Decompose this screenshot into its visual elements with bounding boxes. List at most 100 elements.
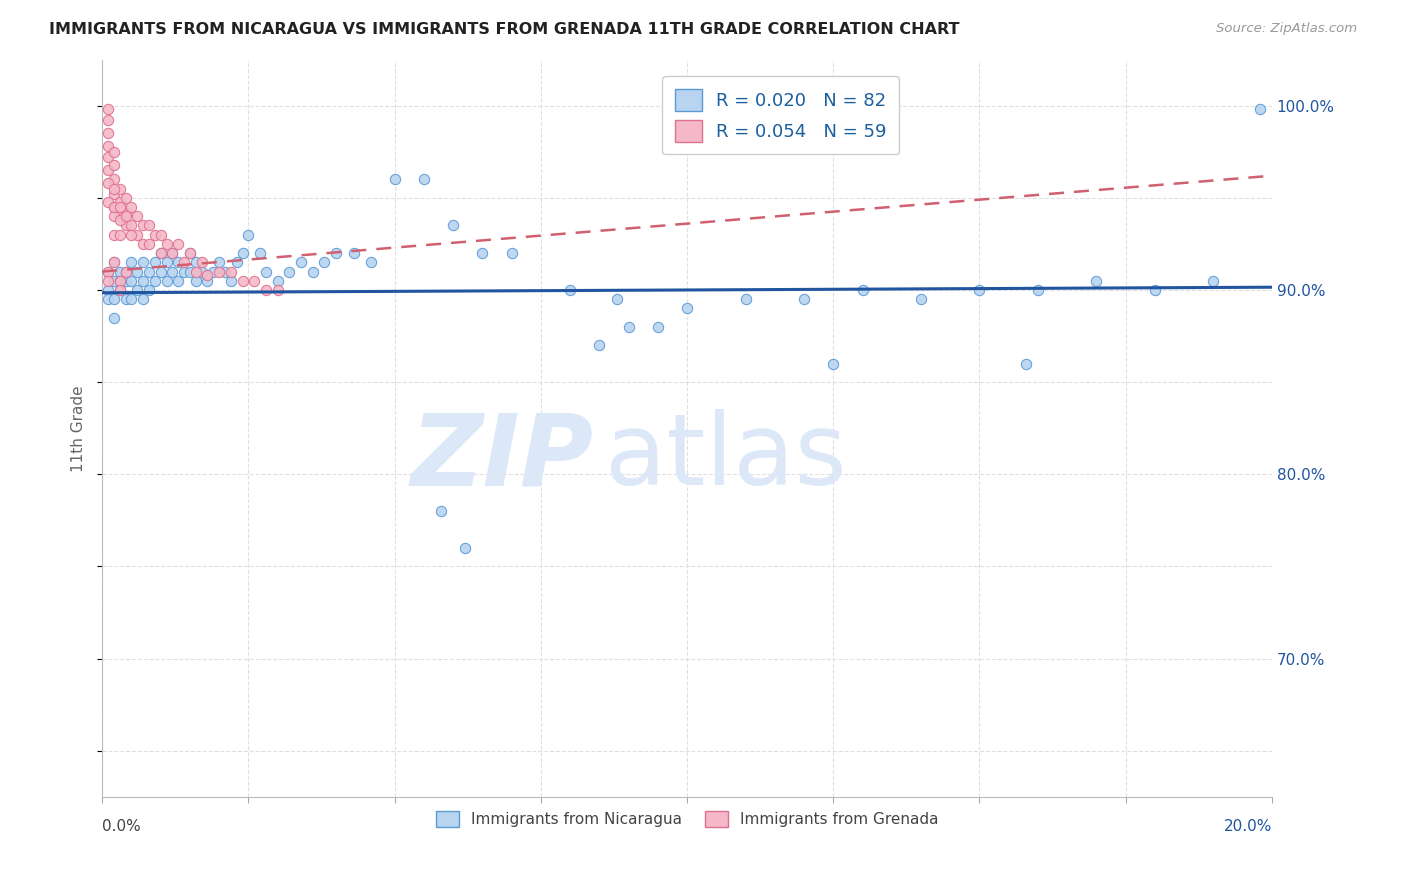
Y-axis label: 11th Grade: 11th Grade: [72, 384, 86, 472]
Point: [301, 264, 323, 278]
Point: [120, 255, 142, 269]
Point: [823, 357, 845, 371]
Point: [1026, 283, 1049, 297]
Point: [190, 255, 212, 269]
Point: [384, 172, 406, 186]
Point: [127, 209, 149, 223]
Point: [179, 264, 201, 278]
Point: [114, 191, 136, 205]
Point: [676, 301, 699, 316]
Point: [149, 227, 172, 242]
Point: [1143, 283, 1166, 297]
Point: [120, 200, 142, 214]
Point: [97, 176, 120, 190]
Point: [155, 255, 177, 269]
Point: [132, 255, 155, 269]
Text: atlas: atlas: [605, 409, 846, 506]
Point: [108, 181, 131, 195]
Point: [325, 246, 347, 260]
Point: [360, 255, 382, 269]
Point: [97, 163, 120, 178]
Point: [103, 200, 125, 214]
Point: [138, 236, 160, 251]
Point: [108, 213, 131, 227]
Point: [173, 264, 195, 278]
Point: [103, 200, 125, 214]
Point: [793, 292, 815, 306]
Point: [162, 264, 184, 278]
Point: [149, 246, 172, 260]
Point: [108, 264, 131, 278]
Point: [97, 139, 120, 153]
Point: [103, 209, 125, 223]
Point: [108, 283, 131, 297]
Point: [232, 246, 254, 260]
Point: [167, 274, 190, 288]
Point: [1015, 357, 1038, 371]
Point: [173, 255, 195, 269]
Point: [254, 283, 277, 297]
Text: 20.0%: 20.0%: [1223, 819, 1272, 834]
Point: [120, 227, 142, 242]
Point: [103, 187, 125, 202]
Point: [103, 255, 125, 269]
Point: [412, 172, 434, 186]
Point: [143, 227, 166, 242]
Point: [441, 219, 464, 233]
Point: [149, 246, 172, 260]
Point: [149, 264, 172, 278]
Text: IMMIGRANTS FROM NICARAGUA VS IMMIGRANTS FROM GRENADA 11TH GRADE CORRELATION CHAR: IMMIGRANTS FROM NICARAGUA VS IMMIGRANTS …: [49, 22, 960, 37]
Point: [647, 319, 669, 334]
Point: [138, 219, 160, 233]
Point: [184, 274, 207, 288]
Point: [162, 246, 184, 260]
Point: [266, 283, 288, 297]
Point: [1202, 274, 1225, 288]
Point: [97, 126, 120, 140]
Point: [103, 172, 125, 186]
Point: [167, 255, 190, 269]
Point: [214, 264, 236, 278]
Point: [290, 255, 312, 269]
Point: [249, 246, 271, 260]
Point: [103, 158, 125, 172]
Point: [238, 227, 260, 242]
Point: [208, 255, 231, 269]
Legend: Immigrants from Nicaragua, Immigrants from Grenada: Immigrants from Nicaragua, Immigrants fr…: [430, 805, 945, 833]
Point: [132, 236, 155, 251]
Point: [190, 264, 212, 278]
Point: [103, 181, 125, 195]
Point: [97, 194, 120, 209]
Point: [103, 145, 125, 159]
Point: [108, 200, 131, 214]
Point: [132, 219, 155, 233]
Point: [588, 338, 610, 352]
Point: [120, 274, 142, 288]
Point: [314, 255, 336, 269]
Point: [969, 283, 991, 297]
Point: [114, 264, 136, 278]
Point: [97, 103, 120, 117]
Point: [471, 246, 494, 260]
Point: [143, 255, 166, 269]
Point: [155, 274, 177, 288]
Point: [114, 274, 136, 288]
Point: [734, 292, 756, 306]
Point: [606, 292, 628, 306]
Point: [132, 292, 155, 306]
Point: [143, 274, 166, 288]
Point: [162, 246, 184, 260]
Point: [430, 504, 453, 518]
Point: [254, 264, 277, 278]
Point: [179, 246, 201, 260]
Point: [97, 283, 120, 297]
Point: [97, 264, 120, 278]
Point: [184, 264, 207, 278]
Point: [114, 264, 136, 278]
Point: [617, 319, 640, 334]
Point: [851, 283, 873, 297]
Point: [127, 264, 149, 278]
Point: [103, 310, 125, 325]
Point: [266, 274, 288, 288]
Point: [103, 292, 125, 306]
